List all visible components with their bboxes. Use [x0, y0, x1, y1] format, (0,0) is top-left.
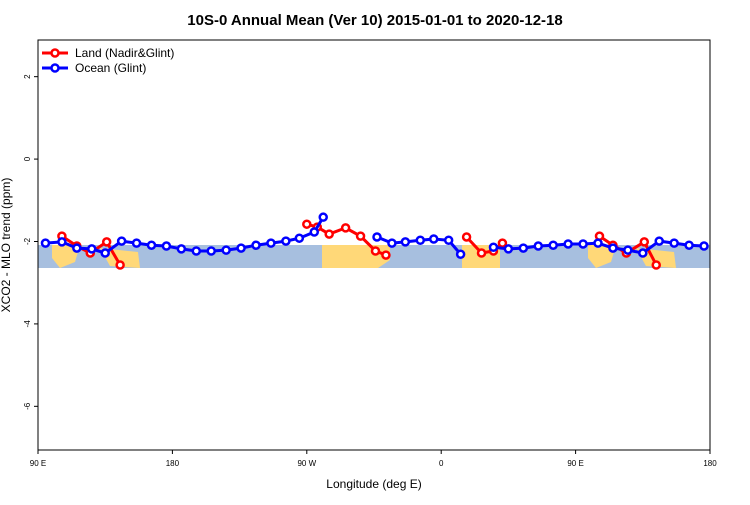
legend-marker	[50, 48, 60, 58]
x-tick-label: 180	[703, 459, 717, 468]
data-point	[340, 223, 351, 233]
y-tick-label: 2	[23, 74, 32, 79]
data-point	[608, 243, 618, 253]
data-point	[116, 236, 127, 246]
data-point	[684, 240, 694, 250]
y-axis-label: XCO2 - MLO trend (ppm)	[0, 178, 13, 313]
data-point	[387, 238, 397, 248]
data-point	[191, 246, 202, 256]
data-point	[294, 233, 305, 243]
data-point	[72, 243, 82, 253]
data-point	[639, 237, 650, 247]
data-point	[488, 242, 499, 253]
chart-title: 10S-0 Annual Mean (Ver 10) 2015-01-01 to…	[187, 12, 562, 29]
data-point	[221, 245, 231, 255]
data-point	[651, 260, 661, 270]
x-tick-label: 0	[439, 459, 444, 468]
data-point	[654, 236, 664, 246]
data-point	[101, 237, 112, 247]
data-point	[593, 238, 603, 248]
data-point	[176, 244, 187, 254]
data-point	[206, 246, 216, 256]
data-point	[461, 232, 472, 242]
data-point	[503, 244, 514, 254]
data-point	[381, 250, 391, 260]
data-point	[161, 241, 172, 251]
x-axis-label: Longitude (deg E)	[326, 477, 421, 491]
data-point	[370, 246, 381, 256]
data-point	[146, 240, 157, 250]
data-point	[57, 237, 67, 247]
data-point	[476, 248, 487, 258]
x-tick-label: 180	[166, 459, 180, 468]
data-point	[638, 248, 648, 258]
land-patch	[322, 245, 390, 268]
x-tick-label: 90 E	[567, 459, 583, 468]
data-point	[563, 239, 573, 249]
x-tick-label: 90 E	[30, 459, 46, 468]
data-point	[251, 240, 261, 250]
data-point	[100, 248, 110, 258]
data-point	[548, 240, 558, 250]
data-point	[87, 244, 97, 254]
data-point	[302, 219, 312, 229]
data-point	[115, 260, 125, 270]
legend-marker	[50, 63, 60, 73]
data-point	[623, 245, 633, 255]
data-point	[40, 238, 51, 248]
y-tick-label: -6	[23, 402, 32, 410]
data-point	[372, 232, 382, 242]
data-point	[309, 227, 320, 237]
legend-label: Land (Nadir&Glint)	[75, 46, 174, 60]
data-point	[518, 243, 529, 253]
y-tick-label: -2	[23, 237, 32, 245]
x-tick-label: 90 W	[297, 459, 316, 468]
y-tick-label: 0	[23, 156, 32, 161]
data-point	[415, 235, 426, 246]
data-point	[131, 238, 142, 248]
data-point	[578, 239, 588, 249]
data-point	[281, 236, 291, 246]
data-point	[236, 243, 246, 253]
data-point	[266, 238, 276, 248]
data-point	[400, 237, 411, 247]
data-point	[669, 238, 679, 248]
data-point	[355, 231, 366, 241]
data-point	[533, 241, 544, 251]
land-patch	[100, 248, 140, 268]
data-point	[318, 212, 328, 222]
data-point	[428, 234, 439, 244]
plot-frame	[37, 39, 711, 451]
data-point	[443, 235, 454, 246]
data-point	[324, 229, 334, 239]
data-point	[497, 238, 508, 248]
data-point	[699, 241, 709, 251]
y-tick-label: -4	[23, 320, 32, 328]
data-point	[455, 249, 466, 260]
legend-label: Ocean (Glint)	[75, 61, 146, 75]
